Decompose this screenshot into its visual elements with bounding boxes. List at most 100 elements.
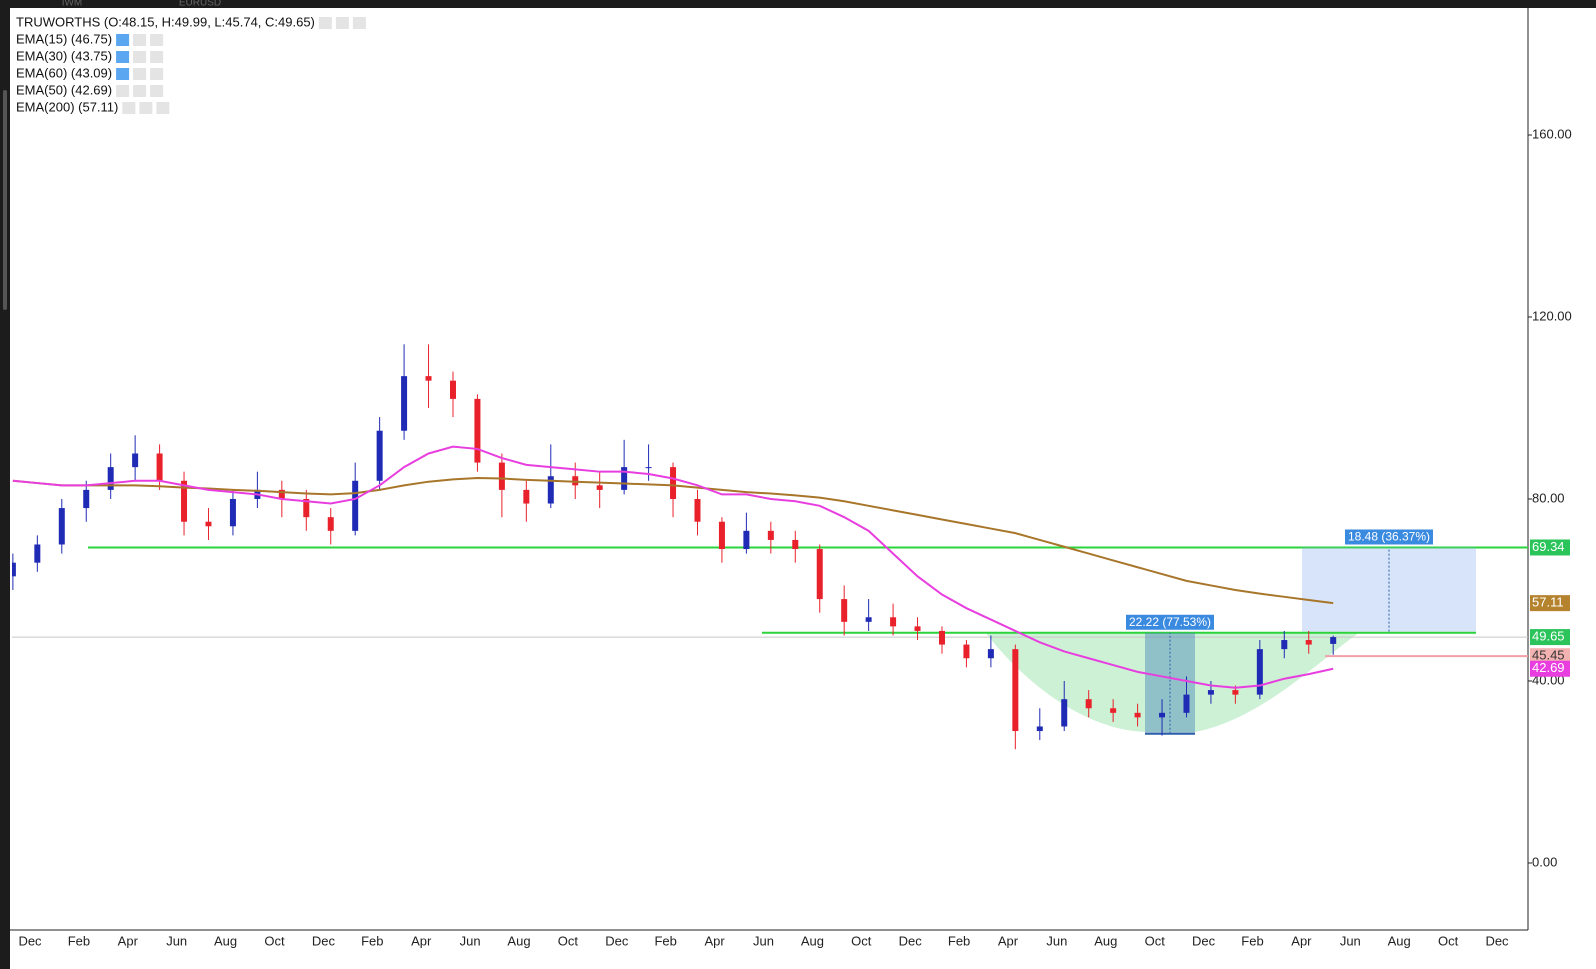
candle-body [914,626,921,631]
legend-icon[interactable] [133,51,147,63]
price-marker [1530,629,1570,646]
candle-body [621,467,628,490]
candle-body [792,539,799,550]
x-tick-label: Feb [361,933,383,948]
legend-entry: EMA(15) (46.75) [16,31,112,46]
x-tick-label: Dec [1485,933,1509,948]
candle-body [1256,649,1263,695]
legend-icon[interactable] [133,85,147,97]
candle-body [523,489,530,504]
candle-body [743,530,750,550]
left-bar [0,0,10,969]
price-marker-label: 69.34 [1532,539,1565,554]
candle-body [425,376,432,381]
legend-icon[interactable] [156,102,170,114]
x-tick-label: Dec [312,933,336,948]
x-tick-label: Apr [118,933,139,948]
candle-body [12,562,16,577]
y-tick-label: 80.00 [1532,490,1565,505]
candle-body [1012,649,1019,732]
candle-body [205,521,212,527]
x-tick-label: Dec [605,933,629,948]
candle-body [83,489,90,509]
x-tick-label: Dec [899,933,923,948]
x-tick-label: Oct [558,933,579,948]
candle-body [1085,699,1092,709]
candle-body [938,630,945,645]
price-marker-label: 57.11 [1532,595,1564,610]
candle-body [401,376,408,431]
price-marker [1530,595,1570,612]
x-tick-label: Aug [1388,933,1411,948]
candle-body [890,617,897,627]
legend-icon[interactable] [318,17,332,29]
legend-icon[interactable] [139,102,153,114]
candle-body [767,530,774,540]
price-marker-label: 45.45 [1532,648,1565,663]
top-bar [0,0,1596,8]
price-marker-label: 49.65 [1532,629,1565,644]
candle-body [1036,726,1043,732]
tab: EURUSD [179,0,221,9]
legend-icon[interactable] [150,85,164,97]
x-tick-label: Jun [1046,933,1067,948]
candle-body [1183,694,1190,713]
legend-icon[interactable] [116,68,130,80]
candle-body [474,398,481,463]
candle-body [816,549,823,600]
candle-body [352,480,359,531]
candle-body [596,485,603,490]
legend-icon[interactable] [352,17,366,29]
scrollbar[interactable] [3,90,7,310]
measure-label: 22.22 (77.53%) [1129,615,1211,629]
legend-entry: EMA(60) (43.09) [16,65,112,80]
candle-body [278,489,285,499]
legend-icon[interactable] [150,34,164,46]
candle-body [1281,640,1288,650]
y-tick-label: 160.00 [1532,126,1572,141]
x-tick-label: Feb [948,933,970,948]
x-tick-label: Aug [1094,933,1117,948]
y-tick-label: 0.00 [1532,854,1557,869]
legend-icon[interactable] [116,85,130,97]
candle-body [1110,708,1117,713]
x-tick-label: Apr [1291,933,1312,948]
candle-body [156,453,163,481]
candle-body [718,521,725,550]
x-tick-label: Feb [654,933,676,948]
candle-body [1061,699,1068,727]
x-tick-label: Oct [264,933,285,948]
candle-body [1207,690,1214,695]
legend-icon[interactable] [116,51,130,63]
legend-icon[interactable] [150,51,164,63]
legend-icon[interactable] [122,102,136,114]
x-tick-label: Dec [1192,933,1216,948]
x-tick-label: Feb [68,933,90,948]
legend-icon[interactable] [335,17,349,29]
candle-body [670,467,677,499]
candle-body [449,380,456,399]
candle-body [498,462,505,490]
candle-body [1305,640,1312,645]
tab: IWM [62,0,83,9]
y-tick-label: 120.00 [1532,308,1572,323]
candle-body [229,498,236,527]
x-tick-label: Dec [18,933,42,948]
candle-body [841,599,848,622]
legend-entry: TRUWORTHS (O:48.15, H:49.99, L:45.74, C:… [16,14,315,29]
legend-icon[interactable] [150,68,164,80]
candle-body [181,480,188,522]
candle-body [963,644,970,659]
candle-body [376,430,383,481]
ema-line [12,445,1334,689]
ema-line [12,477,1334,605]
x-tick-label: Aug [214,933,237,948]
x-tick-label: Apr [411,933,432,948]
legend-icon[interactable] [116,34,130,46]
x-tick-label: Oct [1145,933,1166,948]
candle-body [34,544,41,563]
legend-icon[interactable] [133,34,147,46]
legend-icon[interactable] [133,68,147,80]
candle-body [132,453,139,468]
